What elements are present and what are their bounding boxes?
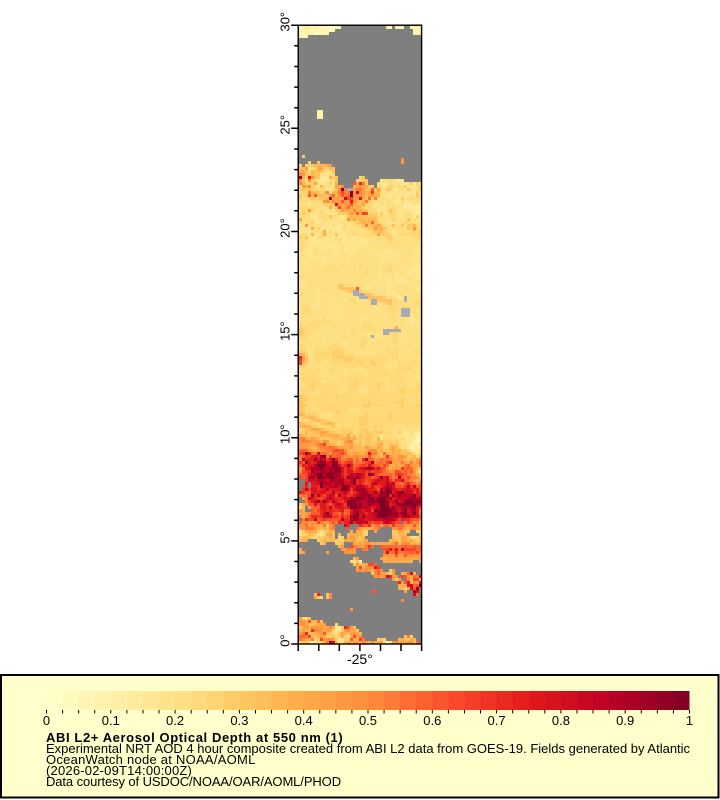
- svg-text:0.6: 0.6: [423, 713, 441, 728]
- svg-text:20°: 20°: [278, 218, 293, 238]
- svg-text:0.1: 0.1: [102, 713, 120, 728]
- svg-text:0.8: 0.8: [552, 713, 570, 728]
- svg-text:5°: 5°: [278, 531, 293, 543]
- svg-text:0°: 0°: [278, 634, 293, 646]
- svg-text:25°: 25°: [278, 115, 293, 135]
- svg-text:10°: 10°: [278, 424, 293, 444]
- svg-text:0: 0: [43, 713, 50, 728]
- svg-text:0.4: 0.4: [295, 713, 313, 728]
- svg-text:ABI L2+ Aerosol Optical Depth: ABI L2+ Aerosol Optical Depth at 550 nm …: [46, 730, 343, 745]
- svg-text:0.7: 0.7: [488, 713, 506, 728]
- svg-text:(2026-02-09T14:00:00Z): (2026-02-09T14:00:00Z): [46, 763, 192, 778]
- svg-text:1: 1: [686, 713, 693, 728]
- svg-text:0.5: 0.5: [359, 713, 377, 728]
- svg-text:15°: 15°: [278, 321, 293, 341]
- svg-text:0.3: 0.3: [230, 713, 248, 728]
- svg-text:0.2: 0.2: [166, 713, 184, 728]
- svg-text:-25°: -25°: [347, 651, 373, 667]
- svg-text:30°: 30°: [278, 12, 293, 32]
- svg-text:Experimental NRT AOD 4 hour co: Experimental NRT AOD 4 hour composite cr…: [46, 741, 691, 756]
- svg-text:OceanWatch node at NOAA/AOML: OceanWatch node at NOAA/AOML: [46, 752, 256, 767]
- svg-text:0.9: 0.9: [616, 713, 634, 728]
- svg-text:Data courtesy of USDOC/NOAA/OA: Data courtesy of USDOC/NOAA/OAR/AOML/PHO…: [46, 774, 341, 789]
